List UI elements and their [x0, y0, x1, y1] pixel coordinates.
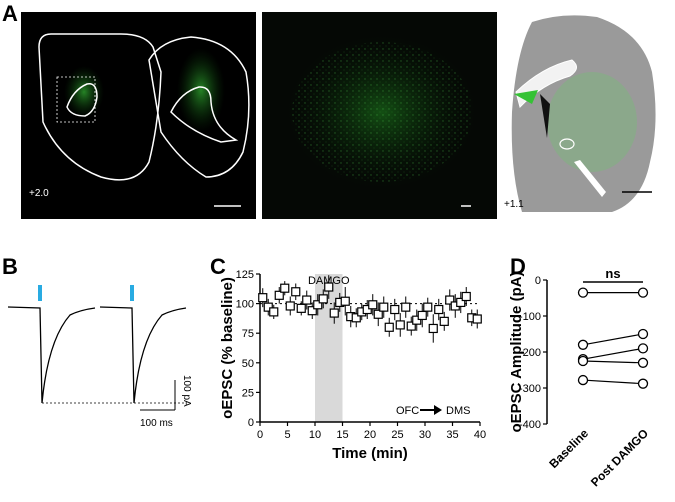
data-point — [368, 300, 378, 310]
pathway-to-label: DMS — [446, 405, 470, 417]
pair-line — [582, 347, 644, 360]
y-tick-label: 25 — [242, 387, 254, 399]
x-axis-label: Time (min) — [332, 445, 408, 462]
data-point — [329, 308, 339, 318]
y-tick-label: 50 — [242, 358, 254, 370]
data-point — [263, 302, 273, 312]
pathway-from-label: OFC — [396, 405, 419, 417]
x-tick-label: 5 — [284, 429, 290, 441]
data-point — [456, 297, 466, 308]
data-point — [406, 321, 416, 331]
data-point — [340, 296, 350, 306]
fluorescence-image-slices: +2.0 — [21, 12, 256, 219]
data-point — [412, 315, 422, 325]
post-damgo-point — [637, 357, 649, 368]
data-point — [439, 316, 449, 326]
pair-line — [582, 333, 644, 346]
panel-label-d: D — [510, 254, 526, 279]
y-axis-label: oEPSC (% baseline) — [219, 277, 236, 419]
data-point — [362, 304, 372, 315]
data-point — [280, 283, 290, 293]
data-point — [417, 310, 427, 321]
data-point — [269, 307, 279, 317]
data-point — [379, 302, 389, 312]
x-tick-label: 10 — [309, 429, 321, 441]
pathway-arrow-icon — [434, 405, 442, 415]
post-damgo-point — [637, 343, 649, 354]
x-tick-label: 25 — [391, 429, 403, 441]
pair-line — [582, 360, 644, 364]
y-tick-label: 0 — [248, 417, 254, 429]
y-tick-label: 0 — [535, 275, 541, 287]
brain-atlas-image: +1.1 — [502, 12, 672, 219]
data-point — [296, 303, 306, 313]
pair-line — [582, 379, 644, 385]
panel-label-b: B — [2, 254, 18, 279]
x-tick-label: 20 — [364, 429, 376, 441]
data-point — [324, 282, 334, 292]
scale-bar-time: 100 ms — [140, 418, 173, 429]
baseline-point — [577, 287, 589, 298]
data-point — [395, 320, 405, 330]
x-tick-label: 30 — [419, 429, 431, 441]
y-tick-label: -300 — [519, 383, 541, 395]
data-point — [428, 323, 438, 334]
fluorescence-image-zoom — [262, 12, 497, 219]
y-tick-label: 75 — [242, 328, 254, 340]
post-damgo-point — [637, 328, 649, 340]
data-point — [461, 291, 471, 302]
data-point — [313, 300, 323, 310]
data-point — [434, 304, 444, 315]
post-damgo-point — [637, 378, 649, 389]
y-tick-label: 125 — [236, 269, 254, 281]
y-tick-label: -100 — [519, 311, 541, 323]
data-point — [373, 309, 383, 319]
scale-bar-amplitude: 100 pA — [181, 375, 192, 407]
light-pulse-2 — [130, 285, 134, 301]
data-point — [401, 302, 411, 312]
significance-label: ns — [605, 266, 620, 281]
electrophysiology-traces: 100 pA 100 ms — [0, 270, 210, 490]
data-point — [258, 293, 268, 303]
y-tick-label: -200 — [519, 347, 541, 359]
data-point — [423, 302, 433, 312]
panel-label-a: A — [2, 1, 18, 26]
data-point — [390, 304, 400, 315]
baseline-point — [577, 355, 589, 367]
data-point — [384, 322, 394, 332]
data-point — [445, 295, 455, 305]
data-point — [291, 287, 301, 297]
panel-label-c: C — [210, 254, 226, 279]
bregma-coordinate-right: +1.1 — [504, 199, 524, 210]
data-point — [307, 306, 317, 316]
y-tick-label: -400 — [519, 419, 541, 431]
category-label: Post DAMGO — [588, 426, 651, 489]
light-pulse-1 — [38, 285, 42, 301]
data-point — [318, 294, 328, 304]
x-tick-label: 0 — [257, 429, 263, 441]
data-point — [274, 290, 284, 300]
y-tick-label: 100 — [236, 299, 254, 311]
baseline-point — [577, 339, 589, 350]
x-tick-label: 15 — [336, 429, 348, 441]
data-point — [285, 301, 295, 311]
x-tick-label: 35 — [446, 429, 458, 441]
category-label: Baseline — [546, 426, 591, 471]
baseline-point — [577, 374, 589, 386]
x-tick-label: 40 — [474, 429, 486, 441]
data-point — [472, 314, 482, 324]
data-point — [351, 313, 361, 323]
bregma-coordinate-left: +2.0 — [29, 188, 49, 199]
data-point — [302, 295, 312, 305]
y-axis-label: oEPSC Amplitude (pA) — [508, 271, 525, 432]
post-damgo-point — [637, 287, 649, 298]
